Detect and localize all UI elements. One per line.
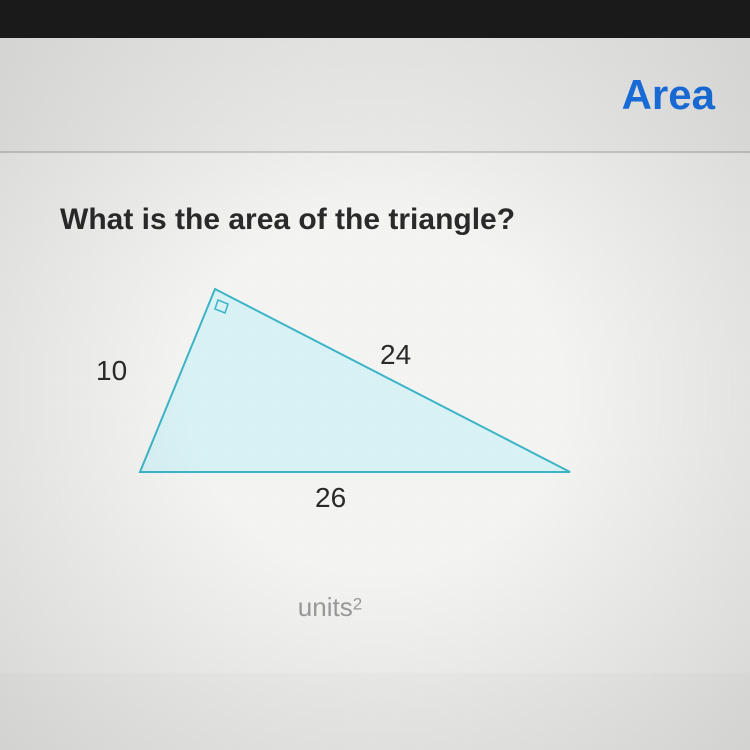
triangle-svg: [70, 277, 590, 517]
question-text: What is the area of the triangle?: [60, 203, 690, 237]
units-label: units: [298, 592, 353, 622]
content-area: What is the area of the triangle? 10 24 …: [0, 153, 750, 673]
units-exponent: 2: [353, 595, 362, 614]
side-label-right: 24: [380, 339, 411, 371]
triangle-diagram: 10 24 26: [70, 277, 590, 517]
device-bezel: [0, 0, 750, 38]
answer-input-area[interactable]: units2: [70, 592, 590, 623]
screen-content: Area What is the area of the triangle? 1…: [0, 38, 750, 750]
triangle-shape: [140, 289, 570, 472]
side-label-bottom: 26: [315, 482, 346, 514]
header-bar: Area: [0, 38, 750, 153]
page-title: Area: [622, 71, 715, 119]
side-label-left: 10: [96, 355, 127, 387]
